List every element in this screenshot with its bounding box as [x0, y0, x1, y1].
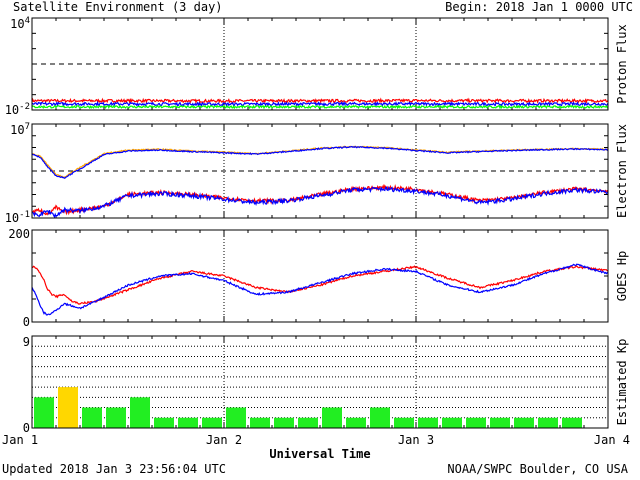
- kp-bar: [394, 417, 414, 428]
- kp-bar: [418, 417, 438, 428]
- panel-border: [31, 335, 609, 429]
- kp-bar: [226, 407, 246, 428]
- y-tick-label-bottom: 0: [23, 421, 30, 435]
- updated-timestamp: Updated 2018 Jan 3 23:56:04 UTC: [2, 462, 226, 476]
- hp-series-blue-1: [31, 263, 609, 316]
- kp-bar: [34, 397, 54, 428]
- kp-bar: [490, 417, 510, 428]
- kp-bar: [322, 407, 342, 428]
- begin-time: Begin: 2018 Jan 1 0000 UTC: [445, 0, 633, 14]
- proton-series-red-0: [31, 97, 609, 105]
- electron-series-blue-1: [31, 145, 609, 179]
- kp-bar: [202, 417, 222, 428]
- noaa-credit: NOAA/SWPC Boulder, CO USA: [447, 462, 628, 476]
- kp-bar: [250, 417, 270, 428]
- panel-border: [31, 17, 609, 111]
- x-tick-label: Jan 1: [2, 433, 38, 447]
- kp-bar: [466, 417, 486, 428]
- kp-bar: [106, 407, 126, 428]
- kp-bar: [154, 417, 174, 428]
- y-tick-label-top: 200: [8, 227, 30, 241]
- kp-bar: [178, 417, 198, 428]
- kp-bar: [346, 417, 366, 428]
- panel-border: [31, 123, 609, 219]
- y-tick-label-top: 107: [10, 122, 30, 137]
- x-tick-label: Jan 3: [398, 433, 434, 447]
- y-axis-label: Proton Flux: [615, 24, 629, 103]
- y-tick-label-top: 9: [23, 335, 30, 349]
- kp-bar: [370, 407, 390, 428]
- kp-bar: [274, 417, 294, 428]
- electron-series-red-2: [31, 183, 609, 216]
- x-tick-label: Jan 4: [594, 433, 630, 447]
- electron-series-blue-3: [31, 185, 609, 219]
- y-tick-label-bottom: 10-1: [5, 210, 30, 225]
- hp-series-red-0: [32, 265, 609, 305]
- y-tick-label-bottom: 10-2: [5, 102, 30, 117]
- kp-bar: [130, 397, 150, 428]
- kp-bar: [562, 417, 582, 428]
- kp-bar: [58, 387, 78, 428]
- y-axis-label: Estimated Kp: [615, 339, 629, 426]
- y-tick-label-bottom: 0: [23, 315, 30, 329]
- panel-border: [31, 229, 609, 323]
- kp-bar: [442, 417, 462, 428]
- proton-series-green-2: [31, 104, 609, 110]
- y-tick-label-top: 104: [10, 16, 30, 31]
- kp-bar: [298, 417, 318, 428]
- kp-bar: [538, 417, 558, 428]
- proton-series-blue-1: [31, 100, 609, 108]
- y-axis-label: Electron Flux: [615, 124, 629, 218]
- y-axis-label: GOES Hp: [615, 251, 629, 302]
- kp-bar: [82, 407, 102, 428]
- x-tick-label: Jan 2: [206, 433, 242, 447]
- electron-series-orange-0: [31, 145, 608, 179]
- kp-bar: [514, 417, 534, 428]
- chart-title: Satellite Environment (3 day): [13, 0, 223, 14]
- x-axis-title: Universal Time: [269, 447, 370, 461]
